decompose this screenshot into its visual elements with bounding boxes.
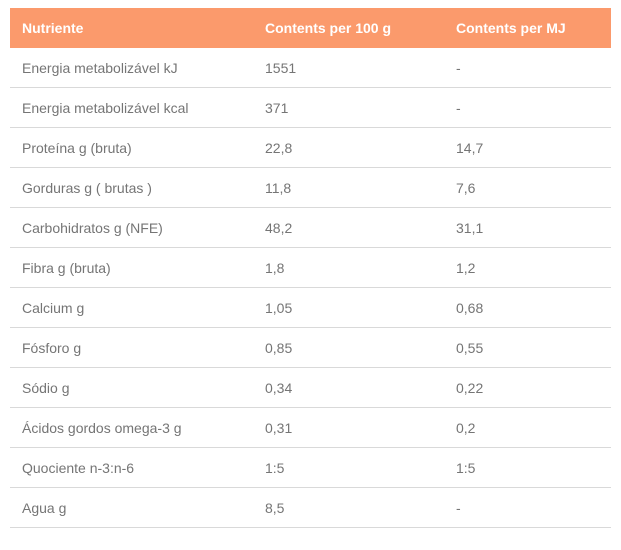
cell-per-100g: 8,5 <box>265 499 285 516</box>
cell-nutrient: Gorduras g ( brutas ) <box>22 179 152 196</box>
cell-nutrient: Energia metabolizável kJ <box>22 59 178 76</box>
cell-per-100g: 371 <box>265 99 289 116</box>
cell-nutrient: Fósforo g <box>22 339 82 356</box>
cell-nutrient: Energia metabolizável kcal <box>22 99 189 116</box>
header-cell-nutrient: Nutriente <box>22 20 84 36</box>
table-row: Gorduras g ( brutas ) 11,8 7,6 <box>10 168 611 208</box>
cell-per-100g: 48,2 <box>265 219 293 236</box>
table-row: Sódio g 0,34 0,22 <box>10 368 611 408</box>
cell-per-mj: - <box>456 59 461 76</box>
table-header-row: Nutriente Contents per 100 g Contents pe… <box>10 8 611 48</box>
header-cell-per-mj: Contents per MJ <box>456 20 566 36</box>
cell-per-mj: 14,7 <box>456 139 484 156</box>
cell-per-mj: 1:5 <box>456 459 476 476</box>
cell-per-100g: 0,31 <box>265 419 293 436</box>
cell-per-100g: 22,8 <box>265 139 293 156</box>
table-row: Carbohidratos g (NFE) 48,2 31,1 <box>10 208 611 248</box>
cell-per-mj: 1,2 <box>456 259 476 276</box>
cell-nutrient: Quociente n-3:n-6 <box>22 459 135 476</box>
table-row: Proteína g (bruta) 22,8 14,7 <box>10 128 611 168</box>
cell-per-mj: 0,55 <box>456 339 484 356</box>
table-row: Energia metabolizável kcal 371 - <box>10 88 611 128</box>
cell-per-mj: 0,68 <box>456 299 484 316</box>
table-row: Fósforo g 0,85 0,55 <box>10 328 611 368</box>
header-cell-per-100g: Contents per 100 g <box>265 20 392 36</box>
cell-per-100g: 11,8 <box>265 179 292 196</box>
cell-nutrient: Ácidos gordos omega-3 g <box>22 419 182 436</box>
cell-per-mj: 0,2 <box>456 419 476 436</box>
cell-nutrient: Carbohidratos g (NFE) <box>22 219 163 236</box>
table-row: Calcium g 1,05 0,68 <box>10 288 611 328</box>
cell-per-mj: - <box>456 99 461 116</box>
cell-per-mj: 7,6 <box>456 179 476 196</box>
cell-per-100g: 1551 <box>265 59 297 76</box>
cell-per-100g: 1,05 <box>265 299 293 316</box>
cell-per-100g: 1:5 <box>265 459 285 476</box>
table-row: Energia metabolizável kJ 1551 - <box>10 48 611 88</box>
nutrition-table: Nutriente Contents per 100 g Contents pe… <box>10 8 611 528</box>
cell-per-mj: - <box>456 499 461 516</box>
cell-per-mj: 0,22 <box>456 379 484 396</box>
table-row: Fibra g (bruta) 1,8 1,2 <box>10 248 611 288</box>
table-body: Energia metabolizável kJ 1551 - Energia … <box>10 48 611 528</box>
cell-nutrient: Agua g <box>22 499 67 516</box>
table-row: Agua g 8,5 - <box>10 488 611 528</box>
table-row: Ácidos gordos omega-3 g 0,31 0,2 <box>10 408 611 448</box>
cell-nutrient: Sódio g <box>22 379 70 396</box>
cell-nutrient: Proteína g (bruta) <box>22 139 132 156</box>
cell-per-mj: 31,1 <box>456 219 484 236</box>
cell-per-100g: 0,34 <box>265 379 293 396</box>
table-row: Quociente n-3:n-6 1:5 1:5 <box>10 448 611 488</box>
cell-nutrient: Calcium g <box>22 299 85 316</box>
cell-nutrient: Fibra g (bruta) <box>22 259 111 276</box>
cell-per-100g: 1,8 <box>265 259 285 276</box>
cell-per-100g: 0,85 <box>265 339 293 356</box>
